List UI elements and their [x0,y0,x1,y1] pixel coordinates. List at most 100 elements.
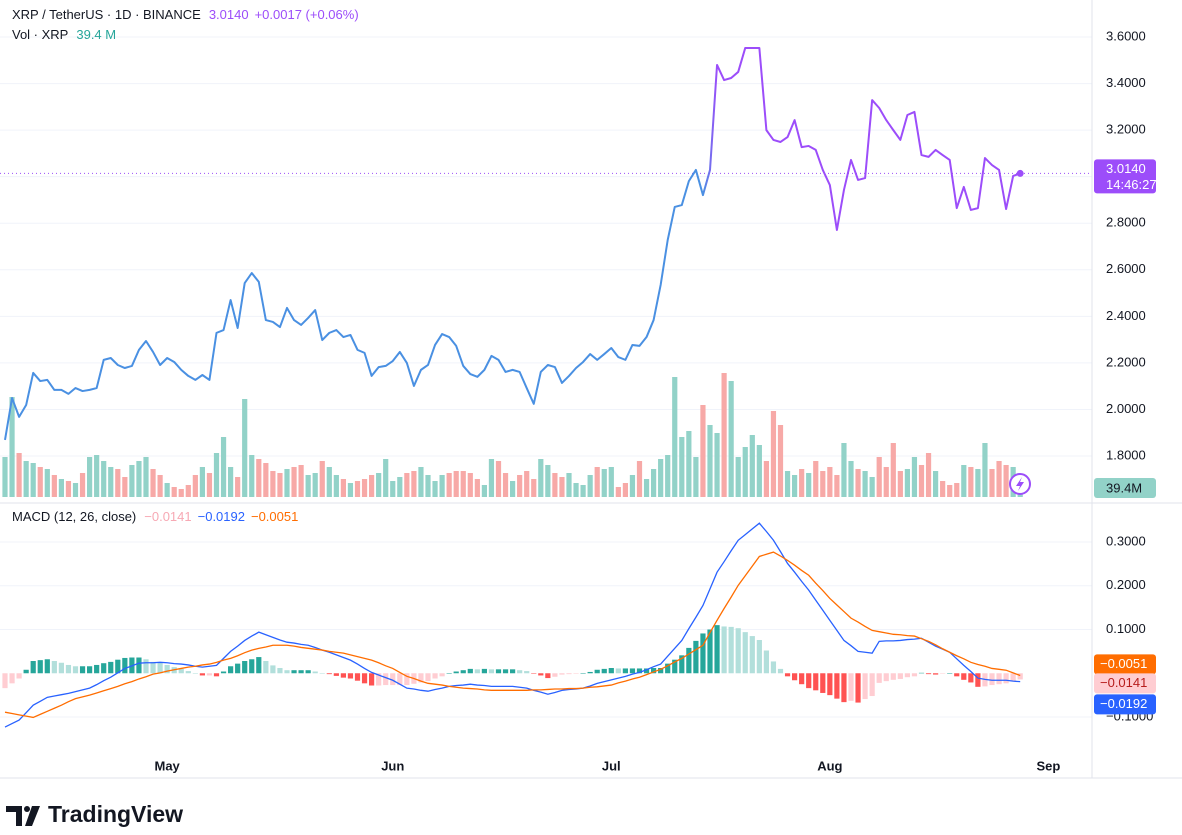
y-tick-label: 0.2000 [1106,577,1146,592]
symbol-title: XRP / TetherUS · 1D · BINANCE [12,7,201,22]
volume-bar [848,461,854,497]
histogram-bar [383,673,389,686]
y-tick-label: 1.8000 [1106,447,1146,462]
header: XRP / TetherUS · 1D · BINANCE 3.0140 +0.00… [12,7,359,22]
volume-bar [918,465,925,497]
histogram-bar [636,668,643,674]
volume-bar [643,479,650,497]
histogram-bar [876,673,882,683]
volume-bar [651,469,657,497]
histogram-bar [178,668,184,674]
histogram-bar [446,673,452,674]
histogram-bar [199,673,205,676]
volume-bar [686,431,692,497]
volume-bar [940,481,946,497]
histogram-bar [58,662,64,674]
y-tick-label: 2.6000 [1106,261,1146,276]
volume-bar [890,443,896,497]
volume-bar [361,479,368,497]
volume-bar [869,477,875,497]
histogram-bar [813,673,819,691]
histogram-bar [2,673,8,689]
histogram-bar [707,629,713,674]
volume-bar [242,399,248,497]
volume-bar [453,471,459,497]
histogram-bar [559,673,565,675]
price-badge-countdown: 14:46:27 [1106,177,1157,192]
alert-icon [1009,473,1031,495]
histogram-bar [869,673,875,697]
histogram-bar [911,673,918,677]
volume-bar [30,463,36,497]
histogram-bar [249,659,255,674]
histogram-bar [376,673,382,686]
volume-header: Vol · XRP 39.4 M [12,27,116,42]
volume-bar [376,473,382,497]
volume-bar [178,489,184,497]
histogram-bar [714,625,720,674]
volume-bar [679,437,685,497]
histogram-bar [213,673,220,677]
volume-bar [136,461,142,497]
histogram-bar [340,673,346,678]
histogram-bar [989,673,995,686]
histogram-bar [806,673,812,689]
volume-bar [749,435,755,497]
volume-bar [213,453,220,497]
macd-badge [1094,694,1156,715]
volume-bar [707,425,713,497]
histogram-bar [220,671,227,674]
macd-badge-value: −0.0051 [1100,656,1147,671]
histogram-bar [686,647,692,674]
histogram-bar [228,666,234,674]
volume-bar [693,457,699,497]
histogram-bar [897,673,903,679]
histogram-bar [552,673,558,677]
volume-bar [397,477,403,497]
volume-bar [411,471,417,497]
macd-line [4,522,1021,728]
volume-bar [115,469,121,497]
volume-bar [665,455,671,497]
histogram-bar [136,657,142,674]
volume-bar [199,467,205,497]
volume-bar [552,473,558,497]
volume-bar [220,437,227,497]
volume-bar [58,479,64,497]
histogram-bar [545,673,551,679]
histogram-bar [397,673,403,686]
volume-bar [44,469,50,497]
volume-bar [510,481,516,497]
volume-bar [524,471,530,497]
volume-bar [185,485,191,497]
histogram-bar [820,673,826,693]
volume-bar [101,461,107,497]
histogram-bar [185,671,191,674]
volume-bar [460,471,466,497]
histogram-bar [728,626,734,674]
volume-bar [587,475,593,497]
histogram-bar [763,650,769,674]
histogram-bar [608,668,614,674]
histogram-bar [206,673,213,676]
volume-bar [192,475,198,497]
volume-bar [531,479,537,497]
plot [0,46,1092,728]
histogram-bar [629,668,636,674]
volume-bar [171,487,177,497]
x-tick-label: Jul [602,758,621,773]
volume-bar [122,477,128,497]
histogram-bar [9,673,15,684]
volume-bar [813,461,819,497]
volume-bar [467,473,473,497]
volume-bar [629,475,636,497]
histogram-bar [298,670,304,674]
histogram-bar [164,664,170,674]
volume-bar [333,475,339,497]
y-tick-label: 3.6000 [1106,28,1146,43]
histogram-bar [848,673,854,701]
volume-bar [2,457,8,497]
volume-bar [580,485,586,497]
volume-bar [1003,465,1009,497]
histogram-bar [404,673,410,686]
